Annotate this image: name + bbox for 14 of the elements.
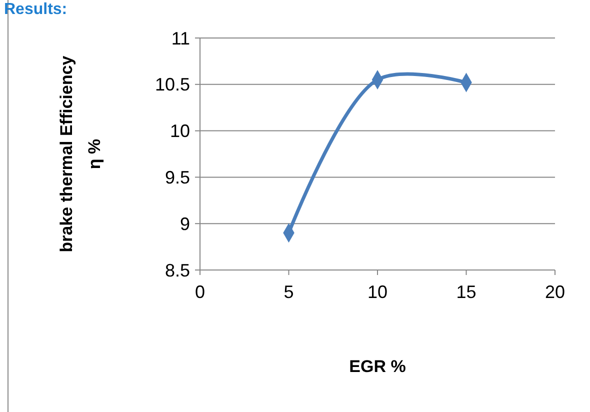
y-tick-label: 10.5 bbox=[154, 74, 190, 95]
y-tick-label: 9 bbox=[180, 214, 190, 234]
x-tick-label: 10 bbox=[367, 282, 388, 302]
text: Results: bbox=[4, 1, 68, 18]
x-tick-label: 5 bbox=[284, 282, 294, 302]
y-tick-label: 8.5 bbox=[164, 260, 190, 280]
x-axis-title: EGR % bbox=[349, 357, 406, 376]
y-axis-title: brake thermal Efficiency η % bbox=[57, 55, 104, 252]
x-tick-label: 15 bbox=[456, 282, 476, 302]
y-tick-label: 9.5 bbox=[164, 168, 190, 188]
x-tick-label: 0 bbox=[194, 282, 206, 302]
y-tick-label: 11 bbox=[171, 28, 190, 48]
x-tick-label: 20 bbox=[544, 282, 566, 302]
y-tick-label: 10 bbox=[170, 121, 190, 142]
